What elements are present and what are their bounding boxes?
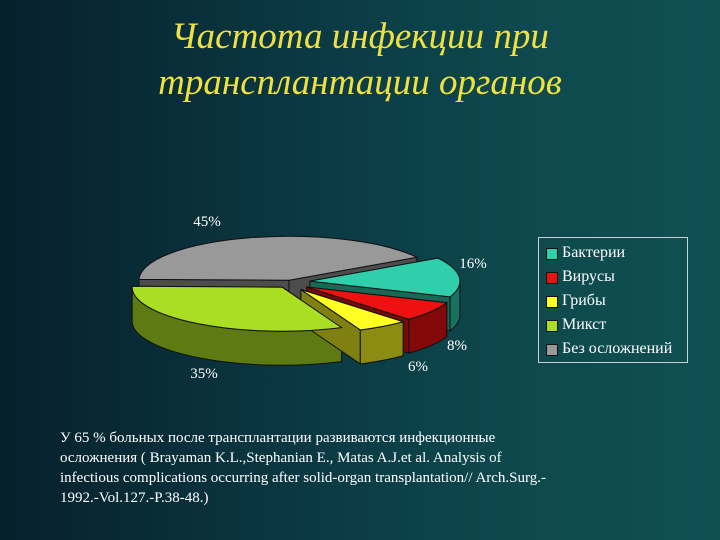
- title-line-2: трансплантации органов: [158, 62, 562, 103]
- legend-swatch-no-complications: [546, 344, 558, 356]
- legend-label-fungi: Грибы: [562, 292, 606, 309]
- legend-label-bacteria: Бактерии: [562, 244, 626, 261]
- value-label-no-complications: 45%: [193, 214, 221, 230]
- pie-slice-viruses: [306, 286, 449, 320]
- footnote-line-4: 1992.-Vol.127.-P.38-48.): [60, 490, 209, 506]
- pie-slice-no-complications: [138, 235, 419, 281]
- legend-label-no-complications: Без осложнений: [562, 340, 673, 357]
- title-line-1: Частота инфекции при: [171, 16, 549, 57]
- footnote-line-1: У 65 % больных после трансплантации разв…: [60, 430, 496, 446]
- legend-swatch-fungi: [546, 296, 558, 308]
- footnote-text: У 65 % больных после трансплантации разв…: [60, 428, 660, 508]
- pie-slice-fungi: [300, 289, 405, 331]
- footnote-line-2: осложнения ( Brayaman K.L.,Stephanian E.…: [60, 450, 502, 466]
- legend-label-mixed: Микст: [562, 316, 607, 333]
- chart-legend: Бактерии Вирусы Грибы Микст Без осложнен…: [538, 237, 688, 363]
- slide-title: Частота инфекции при трансплантации орга…: [60, 14, 660, 106]
- legend-swatch-viruses: [546, 272, 558, 284]
- legend-swatch-bacteria: [546, 248, 558, 260]
- value-label-viruses: 8%: [447, 338, 467, 354]
- pie-slice-mixed: [131, 285, 343, 332]
- value-label-mixed: 35%: [190, 366, 218, 382]
- pie-tops: [131, 235, 461, 332]
- legend-label-viruses: Вирусы: [562, 268, 615, 285]
- value-label-fungi: 6%: [408, 359, 428, 375]
- pie-value-labels: 16% 8% 6% 35% 45%: [190, 214, 487, 382]
- pie-slice-bacteria: [309, 257, 461, 298]
- value-label-bacteria: 16%: [459, 256, 487, 272]
- footnote-line-3: infectious complications occurring after…: [60, 470, 546, 486]
- legend-swatch-mixed: [546, 320, 558, 332]
